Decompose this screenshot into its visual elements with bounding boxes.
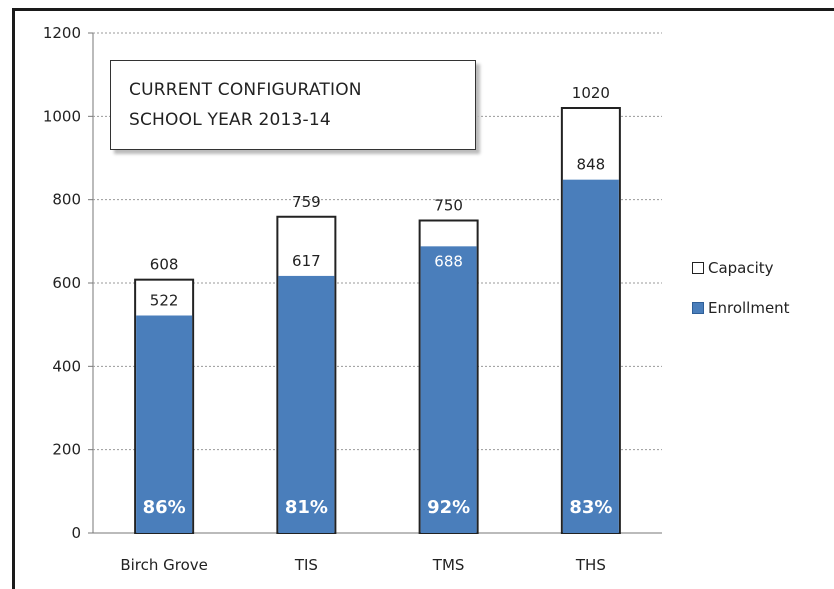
y-tick-label: 1200 bbox=[43, 24, 81, 42]
bar-enrollment bbox=[278, 275, 335, 533]
enrollment-value-label: 617 bbox=[292, 252, 321, 270]
bar-enrollment bbox=[420, 246, 477, 534]
x-category-label: Birch Grove bbox=[120, 556, 208, 574]
capacity-value-label: 759 bbox=[292, 193, 321, 211]
enrollment-value-label: 848 bbox=[577, 156, 606, 174]
chart-frame bbox=[12, 8, 834, 589]
y-tick-label: 1000 bbox=[43, 107, 81, 125]
legend-item-capacity: Capacity bbox=[692, 248, 790, 288]
y-tick-label: 200 bbox=[52, 441, 81, 459]
enrollment-value-label: 522 bbox=[150, 292, 179, 310]
legend-swatch-capacity bbox=[692, 262, 704, 274]
percent-label: 83% bbox=[569, 497, 612, 518]
bar-enrollment bbox=[136, 315, 193, 533]
chart-subtitle: SCHOOL YEAR 2013-14 bbox=[129, 110, 331, 130]
capacity-value-label: 1020 bbox=[572, 84, 610, 102]
chart-title: CURRENT CONFIGURATION bbox=[129, 80, 362, 100]
capacity-value-label: 750 bbox=[434, 197, 463, 215]
chart-title-box: CURRENT CONFIGURATION SCHOOL YEAR 2013-1… bbox=[110, 60, 476, 150]
x-category-label: TIS bbox=[294, 556, 318, 574]
legend-label-capacity: Capacity bbox=[708, 259, 774, 277]
capacity-value-label: 608 bbox=[150, 256, 179, 274]
y-tick-label: 400 bbox=[52, 357, 81, 375]
x-category-label: TMS bbox=[432, 556, 465, 574]
bar-enrollment bbox=[562, 179, 619, 533]
percent-label: 92% bbox=[427, 497, 470, 518]
x-category-label: THS bbox=[575, 556, 606, 574]
legend-item-enrollment: Enrollment bbox=[692, 288, 790, 328]
legend: Capacity Enrollment bbox=[692, 248, 790, 328]
legend-swatch-enrollment bbox=[692, 302, 704, 314]
percent-label: 81% bbox=[285, 497, 328, 518]
y-tick-label: 800 bbox=[52, 191, 81, 209]
y-tick-label: 0 bbox=[71, 524, 81, 542]
enrollment-value-label: 688 bbox=[434, 252, 463, 270]
y-tick-label: 600 bbox=[52, 274, 81, 292]
legend-label-enrollment: Enrollment bbox=[708, 299, 790, 317]
percent-label: 86% bbox=[143, 497, 186, 518]
